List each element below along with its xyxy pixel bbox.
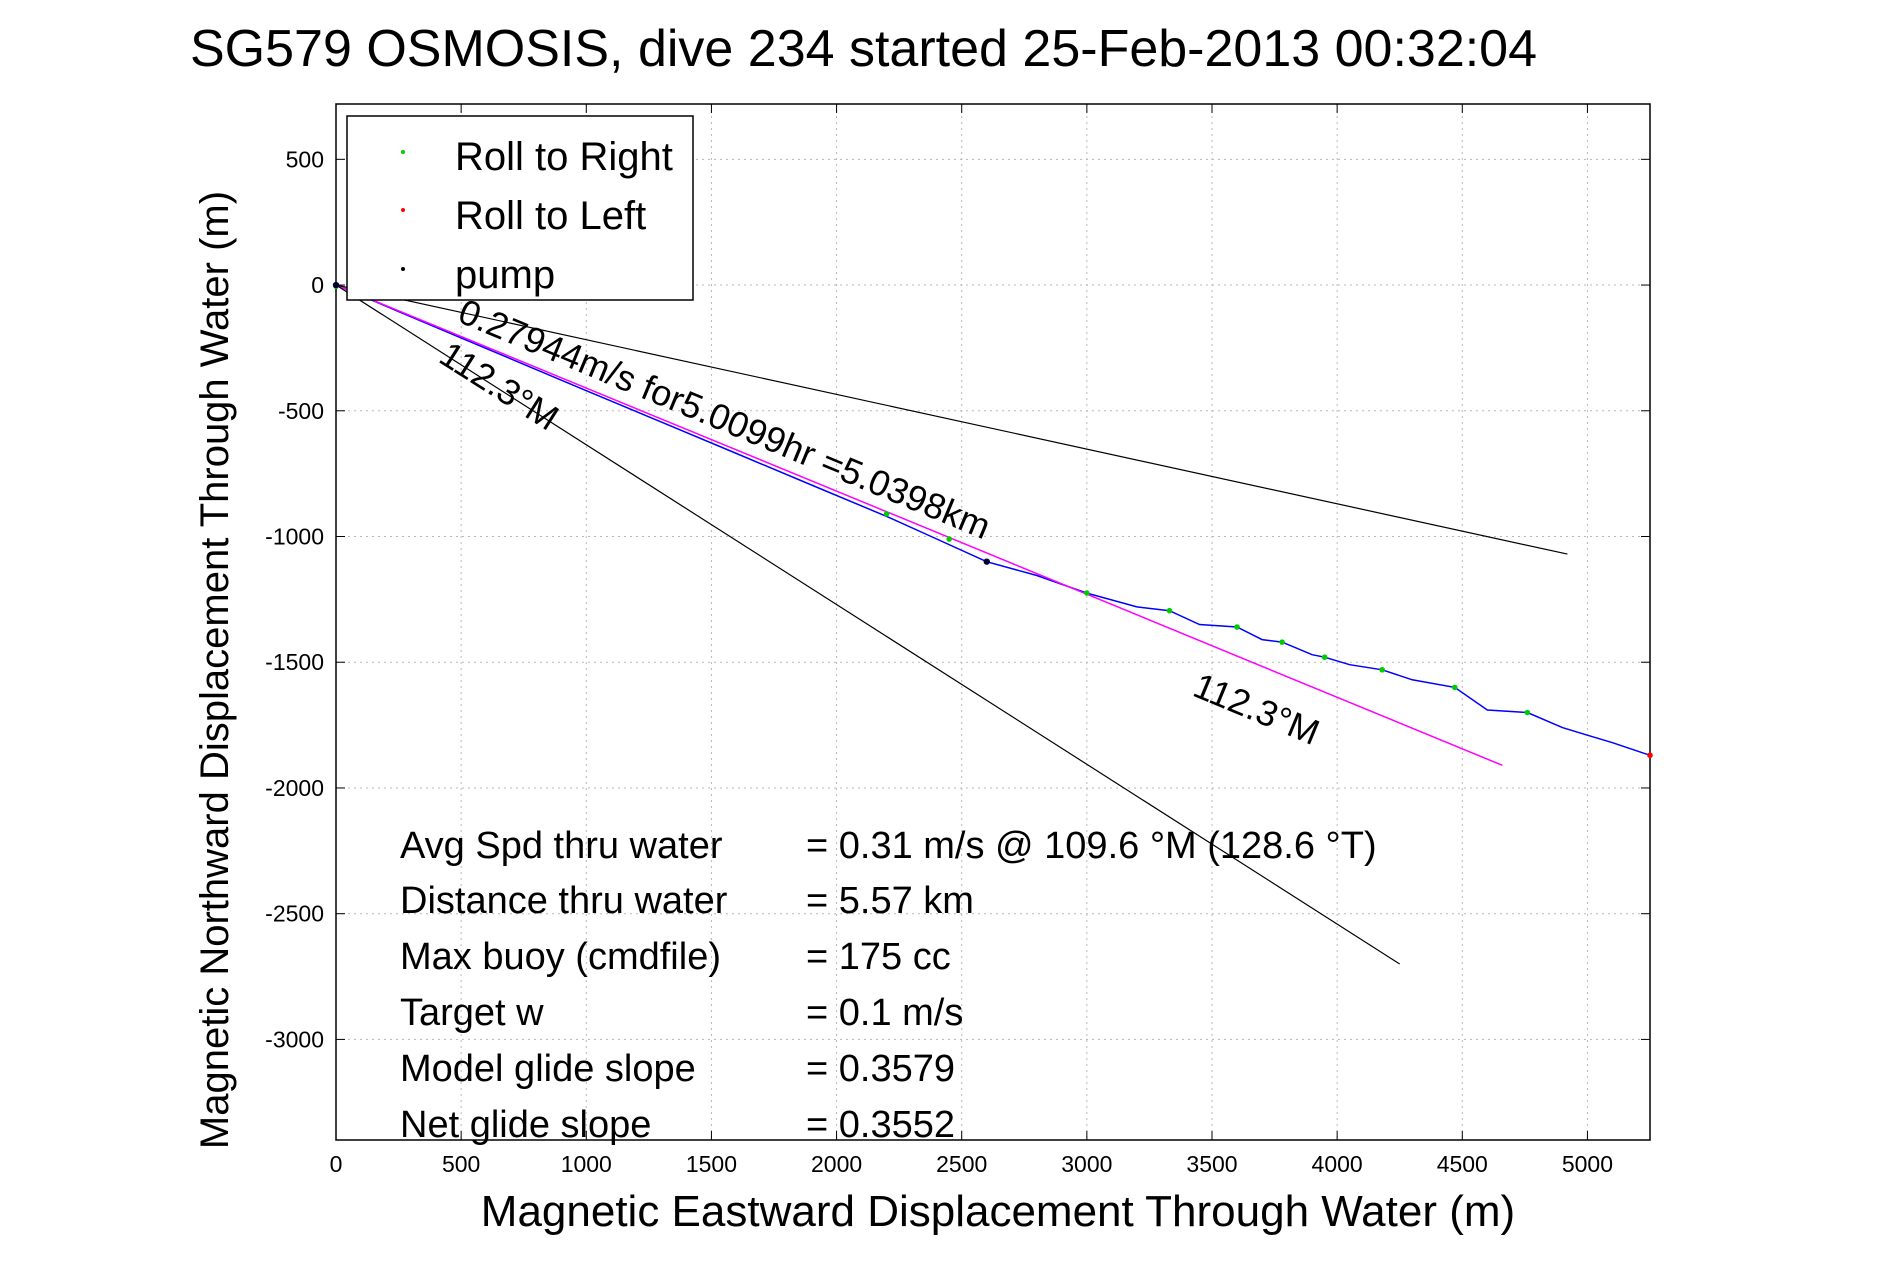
pump-point (983, 558, 990, 565)
pump-point (332, 281, 340, 289)
roll-right-point (1084, 590, 1090, 596)
x-tick-label: 0 (330, 1151, 343, 1177)
roll-right-point (1379, 666, 1385, 673)
y-tick-label: -3000 (265, 1026, 324, 1052)
legend-marker-roll-left (401, 208, 405, 212)
stat-label: Max buoy (cmdfile) (400, 936, 721, 978)
y-tick-label: -1500 (265, 649, 324, 675)
roll-right-point (1451, 684, 1458, 691)
x-tick-label: 1500 (686, 1151, 737, 1177)
stat-value: = 175 cc (806, 936, 951, 978)
stat-label: Target w (400, 992, 544, 1034)
y-tick-label: -500 (278, 398, 324, 424)
roll-right-point (946, 536, 952, 542)
legend: Roll to Right Roll to Left pump (346, 115, 694, 301)
roll-right-point (1279, 639, 1285, 645)
x-tick-label: 5000 (1562, 1151, 1613, 1177)
x-tick-label: 2000 (811, 1151, 862, 1177)
legend-marker-roll-right (401, 150, 405, 154)
series-heading-line (335, 284, 1568, 555)
legend-marker-pump (401, 267, 405, 271)
stats-block: Avg Spd thru water = 0.31 m/s @ 109.6 °M … (400, 825, 1377, 1146)
x-axis-label: Magnetic Eastward Displacement Through W… (481, 1187, 1515, 1236)
roll-right-point (1321, 654, 1328, 661)
y-tick-label: -2500 (265, 901, 324, 927)
series-projection (335, 284, 1503, 766)
heading-annotation: 112.3°M (1188, 665, 1325, 753)
stat-value: = 0.31 m/s @ 109.6 °M (128.6 °T) (806, 825, 1377, 867)
legend-label-pump: pump (455, 253, 555, 297)
plot-frame (335, 103, 1651, 1141)
x-tick-label: 2500 (936, 1151, 987, 1177)
x-tick-label: 4500 (1437, 1151, 1488, 1177)
y-axis-label: Magnetic Northward Displacement Through … (193, 191, 237, 1149)
stat-value: = 0.3579 (806, 1048, 955, 1090)
axis-ticks: 0 500 1000 1500 2000 2500 3000 3500 4000 4500 5000… (265, 104, 1650, 1177)
roll-right-point (1166, 607, 1173, 614)
y-tick-label: -1000 (265, 524, 324, 550)
stat-label: Avg Spd thru water (400, 825, 723, 867)
stat-label: Distance thru water (400, 880, 728, 922)
roll-left-point (1647, 752, 1653, 759)
chart-title: SG579 OSMOSIS, dive 234 started 25-Feb-2… (190, 20, 1537, 78)
x-tick-label: 500 (442, 1151, 480, 1177)
y-tick-label: 0 (311, 272, 324, 298)
roll-right-point (883, 511, 890, 517)
stat-value: = 5.57 km (806, 880, 974, 922)
legend-label-roll-right: Roll to Right (455, 135, 673, 179)
series-lines (335, 284, 1651, 965)
y-tick-label: 500 (286, 146, 324, 172)
x-tick-label: 3500 (1186, 1151, 1237, 1177)
annotations: 0.27944m/s for5.0099hr =5.0398km112.3°M1… (433, 291, 1326, 753)
stat-value: = 0.1 m/s (806, 992, 963, 1034)
stat-label: Net glide slope (400, 1104, 651, 1146)
y-tick-label: -2000 (265, 775, 324, 801)
x-tick-label: 4000 (1312, 1151, 1363, 1177)
series-track (335, 284, 1651, 757)
roll-right-point (1524, 709, 1531, 716)
series-heading-line (335, 284, 1401, 965)
x-tick-label: 1000 (561, 1151, 612, 1177)
roll-right-point (1234, 624, 1240, 630)
stat-label: Model glide slope (400, 1048, 696, 1090)
x-tick-label: 3000 (1061, 1151, 1112, 1177)
legend-label-roll-left: Roll to Left (455, 194, 646, 238)
stat-value: = 0.3552 (806, 1104, 955, 1146)
series-points (332, 281, 1653, 759)
